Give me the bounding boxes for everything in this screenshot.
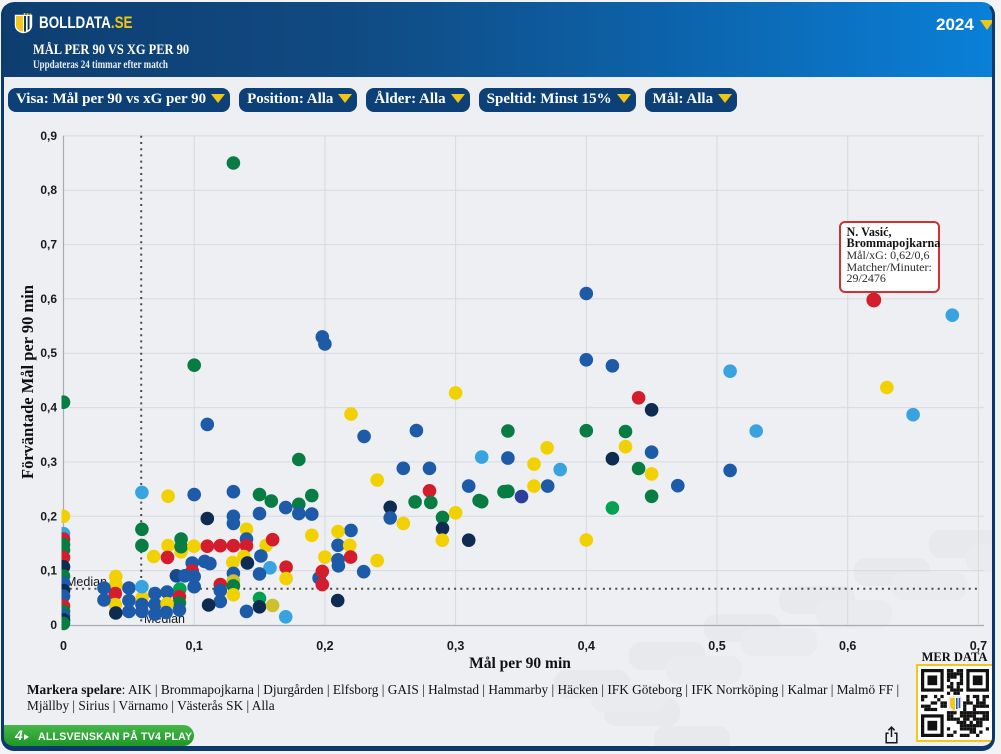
svg-text:Mål per 90 min: Mål per 90 min [469,655,571,672]
svg-text:0,7: 0,7 [970,639,987,653]
svg-text:0,1: 0,1 [40,564,57,578]
svg-text:0,5: 0,5 [40,346,57,360]
svg-text:Median: Median [66,575,107,589]
svg-text:0: 0 [60,639,67,653]
svg-text:0,3: 0,3 [447,639,464,653]
svg-text:0,8: 0,8 [40,183,57,197]
svg-text:0,5: 0,5 [708,639,725,653]
svg-text:0,9: 0,9 [40,129,57,143]
svg-text:0,2: 0,2 [316,639,333,653]
svg-text:0,4: 0,4 [578,639,595,653]
svg-text:0,3: 0,3 [40,455,57,469]
svg-text:0: 0 [50,618,57,632]
svg-text:0,7: 0,7 [40,238,57,252]
svg-text:0,4: 0,4 [40,401,57,415]
svg-text:0,1: 0,1 [186,639,203,653]
svg-text:0,6: 0,6 [839,639,856,653]
svg-text:0,2: 0,2 [40,509,57,523]
svg-text:Förväntade Mål per 90 min: Förväntade Mål per 90 min [18,285,37,479]
svg-text:0,6: 0,6 [40,292,57,306]
